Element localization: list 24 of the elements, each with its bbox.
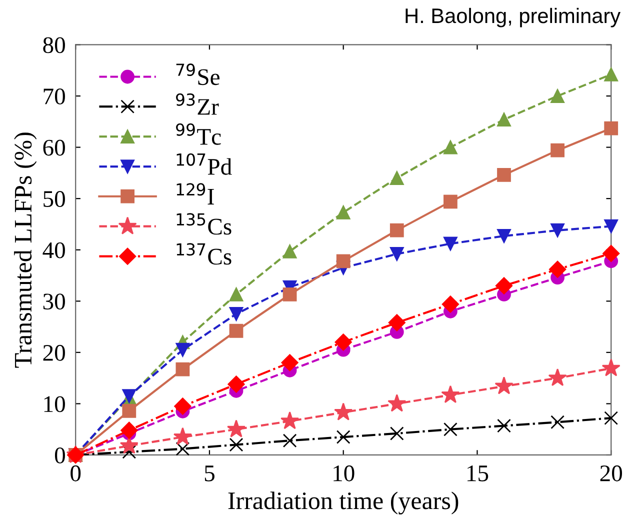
legend-label: $^{107}$Pd bbox=[176, 153, 232, 175]
y-tick-label: 10 bbox=[44, 396, 65, 412]
legend-label: $^{135}$Cs bbox=[176, 213, 232, 235]
y-tick-label: 60 bbox=[43, 140, 65, 156]
x-tick-label: 0 bbox=[70, 465, 81, 482]
x-tick-label: 10 bbox=[334, 465, 354, 482]
y-tick-label: 30 bbox=[43, 294, 65, 310]
legend-label: $^{93}$Zr bbox=[176, 93, 219, 115]
legend-label: $^{79}$Se bbox=[176, 64, 220, 86]
y-tick-label: 50 bbox=[44, 191, 65, 207]
x-axis-title: Irradiation time (years) bbox=[228, 492, 458, 514]
y-axis-title: Transmuted LLFPs (%) bbox=[14, 132, 37, 368]
y-tick-label: 40 bbox=[42, 242, 65, 258]
legend-label: $^{129}$I bbox=[176, 183, 214, 204]
legend-label: $^{99}$Tc bbox=[176, 123, 221, 145]
y-tick-label: 20 bbox=[43, 344, 65, 361]
y-tick-label: 70 bbox=[44, 88, 65, 104]
x-tick-label: 15 bbox=[467, 466, 488, 482]
x-tick-label: 5 bbox=[204, 466, 214, 482]
legend-label: $^{137}$Cs bbox=[176, 243, 232, 265]
x-tick-label: 20 bbox=[600, 465, 622, 482]
y-tick-label: 80 bbox=[43, 37, 65, 54]
text: H. Baolong, preliminary bbox=[406, 8, 621, 28]
y-tick-label: 0 bbox=[54, 447, 65, 464]
